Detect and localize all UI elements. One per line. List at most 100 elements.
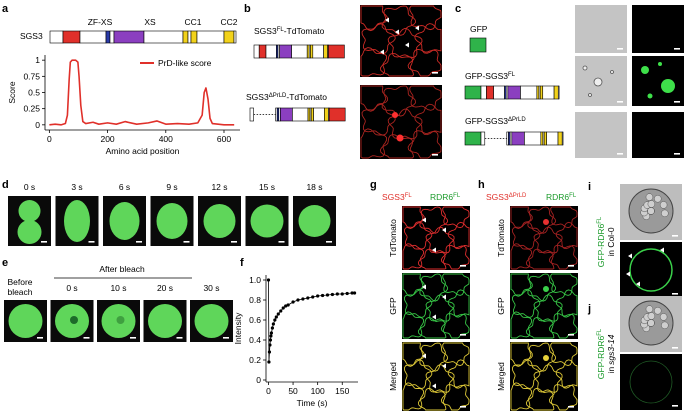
- domain: [49, 30, 64, 44]
- cell-outline: [361, 23, 396, 55]
- protoplast-gfp: [629, 248, 673, 292]
- cell-outline: [447, 289, 470, 318]
- data-point: [330, 292, 335, 297]
- bleach-label: bleach: [7, 287, 32, 297]
- data-point: [350, 291, 354, 295]
- domain: [542, 85, 555, 100]
- scale-bar: [568, 265, 574, 267]
- scale-bar: [674, 101, 680, 103]
- data-point: [335, 292, 339, 296]
- cell-outline: [414, 23, 442, 54]
- data-point: [271, 322, 275, 326]
- panel-letter: g: [370, 179, 377, 191]
- bleach-spot: [70, 316, 78, 324]
- droplet: [156, 203, 188, 239]
- arrowhead: [385, 17, 389, 23]
- arrowhead: [442, 294, 446, 300]
- cell-outline: [402, 243, 425, 270]
- cell-outline: [402, 382, 425, 411]
- droplet: [582, 65, 588, 71]
- arrowhead: [432, 314, 436, 320]
- y-tick-label: 1: [35, 55, 40, 65]
- aggregate: [392, 112, 398, 118]
- row-label: TdTomato: [388, 219, 398, 257]
- droplet: [18, 200, 41, 222]
- text-part: RDR6: [430, 192, 453, 202]
- time-label: 10 s: [110, 283, 126, 293]
- construct-label: GFP-SGS3ΔPrLD: [465, 116, 526, 126]
- data-point: [345, 291, 349, 296]
- time-label: 0 s: [66, 283, 77, 293]
- domain: [79, 30, 107, 44]
- y-tick-label: 0.4: [249, 335, 261, 345]
- time-label: 6 s: [119, 182, 130, 192]
- data-point: [320, 293, 325, 298]
- time-label: 12 s: [211, 182, 227, 192]
- cell-outline: [511, 359, 541, 389]
- chloroplast: [647, 312, 656, 320]
- droplet: [298, 205, 331, 237]
- domain: [464, 131, 482, 146]
- y-axis-label: Score: [7, 81, 17, 103]
- scale-bar: [183, 241, 190, 243]
- droplet: [203, 204, 236, 238]
- domain: [187, 30, 192, 44]
- cell-outline: [417, 387, 447, 411]
- cell-outline: [550, 206, 578, 229]
- cell-outlines: [402, 206, 470, 270]
- cell-outline: [403, 359, 433, 389]
- cell-outline: [419, 342, 448, 372]
- x-tick-label: 150: [335, 386, 349, 396]
- domain: [105, 30, 111, 44]
- domain: [312, 44, 324, 59]
- text-part: GFP-RDR6: [596, 224, 606, 268]
- aggregate: [543, 219, 549, 225]
- arrowhead: [636, 281, 640, 287]
- row-label: GFP: [388, 297, 398, 315]
- scale-bar: [88, 241, 95, 243]
- domain: [253, 44, 260, 59]
- text-part: ΔPrLD: [509, 193, 527, 199]
- text-part: FL: [453, 193, 461, 199]
- cell-outlines: [510, 206, 578, 270]
- domain: [279, 44, 292, 59]
- domain: [182, 30, 189, 44]
- aggregate: [543, 286, 549, 292]
- y-tick-label: 0.5: [28, 88, 40, 98]
- cell-outline: [402, 342, 425, 367]
- domain: [328, 107, 346, 122]
- data-point: [267, 350, 272, 354]
- scale-bar: [568, 334, 574, 336]
- construct-label: SGS3FL-TdTomato: [254, 26, 325, 36]
- scale-bar: [460, 334, 466, 336]
- cell-outline: [402, 273, 425, 297]
- domain: [511, 131, 525, 146]
- domain: [557, 131, 563, 146]
- scale-bar: [432, 72, 438, 74]
- arrowhead: [422, 217, 426, 223]
- arrowhead: [628, 253, 632, 259]
- aggregate: [396, 134, 404, 142]
- chloroplast: [647, 319, 655, 327]
- scale-bar: [674, 153, 680, 155]
- droplet: [658, 62, 662, 66]
- cell-outline: [425, 294, 455, 322]
- cell-outline: [417, 317, 447, 339]
- cell-outline: [402, 311, 425, 339]
- data-point: [266, 278, 271, 282]
- micrograph: [402, 206, 470, 270]
- cell-outline: [447, 221, 470, 250]
- cell-outline: [360, 5, 388, 32]
- domain: [258, 44, 267, 59]
- cell-outline: [510, 382, 533, 411]
- cell-outline: [511, 289, 541, 318]
- data-point: [352, 291, 357, 295]
- data-point: [268, 343, 272, 347]
- droplet: [8, 304, 43, 338]
- text-part: GFP-SGS3: [465, 71, 508, 81]
- panel-letter: e: [2, 257, 8, 269]
- domain: [536, 85, 540, 100]
- x-tick-label: 600: [217, 134, 231, 144]
- y-tick-label: 0: [35, 120, 40, 130]
- data-point: [269, 331, 274, 335]
